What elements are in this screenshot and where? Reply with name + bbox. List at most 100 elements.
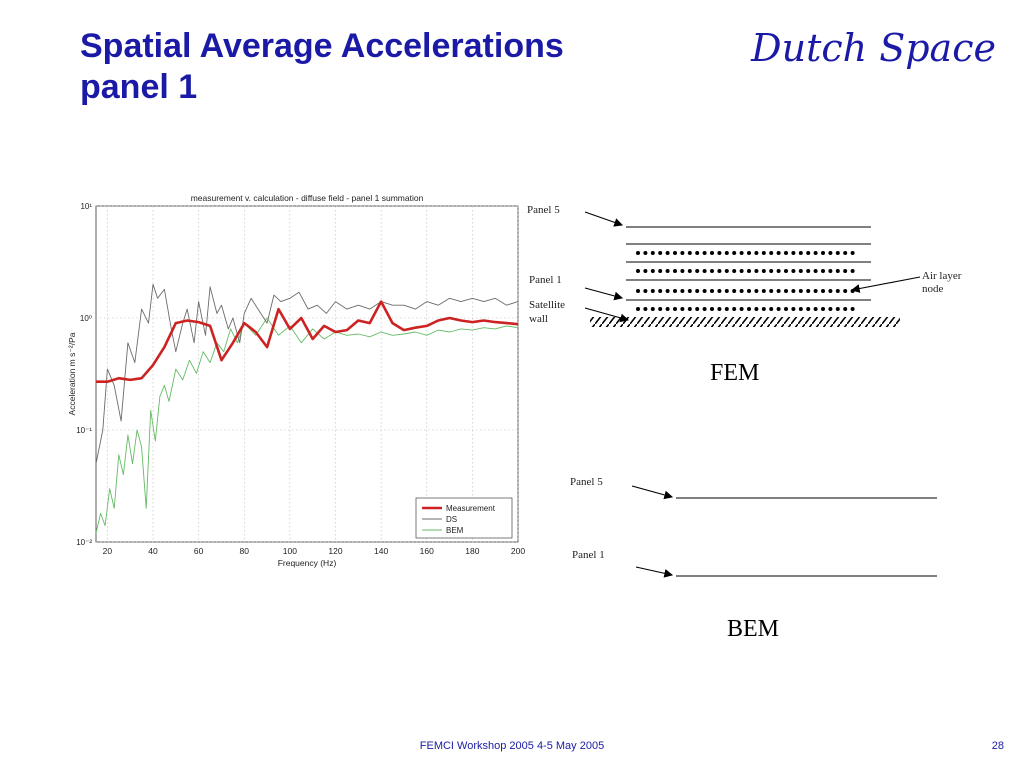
air-layer-node bbox=[695, 251, 700, 255]
x-tick-label: 60 bbox=[194, 546, 204, 556]
legend-entry: DS bbox=[446, 515, 457, 524]
air-layer-node bbox=[835, 251, 840, 255]
air-layer-node bbox=[695, 269, 700, 273]
air-layer-node bbox=[710, 251, 714, 255]
chart-title: measurement v. calculation - diffuse fie… bbox=[191, 193, 424, 203]
air-layer-node bbox=[680, 289, 685, 293]
air-layer-node bbox=[695, 307, 700, 311]
air-layer-node bbox=[776, 251, 781, 255]
air-layer-node bbox=[724, 307, 729, 311]
air-layer-node bbox=[636, 289, 640, 293]
page-number: 28 bbox=[991, 740, 1004, 752]
air-layer-node bbox=[636, 269, 640, 273]
air-layer-node bbox=[739, 307, 744, 311]
satellite-wall-label: wall bbox=[529, 313, 548, 325]
bem-panel-5-arrow bbox=[631, 485, 674, 500]
air-layer-node bbox=[813, 269, 818, 273]
air-layer-node bbox=[702, 289, 707, 293]
air-layer-node bbox=[673, 307, 677, 311]
series-line-bem bbox=[95, 317, 519, 534]
air-layer-node bbox=[717, 289, 722, 293]
air-layer-node bbox=[702, 307, 707, 311]
series-lines bbox=[95, 283, 519, 534]
air-layer-node bbox=[798, 251, 803, 255]
fem-panel-1-label: Panel 1 bbox=[529, 274, 562, 286]
air-layer-node bbox=[843, 269, 848, 273]
dutch-space-logo: Dutch Space bbox=[751, 26, 996, 70]
air-layer-node bbox=[821, 269, 825, 273]
air-layer-node bbox=[791, 289, 796, 293]
air-layer-node bbox=[636, 251, 640, 255]
air-layer-node bbox=[636, 307, 640, 311]
series-line-measurement bbox=[96, 300, 519, 383]
air-layer-node bbox=[650, 269, 655, 273]
y-axis-label: Acceleration m s⁻²/Pa bbox=[67, 332, 77, 415]
air-layer-node bbox=[739, 251, 744, 255]
air-layer-node bbox=[702, 251, 707, 255]
x-tick-label: 120 bbox=[328, 546, 342, 556]
x-tick-label: 80 bbox=[240, 546, 250, 556]
acceleration-chart: 20 40 60 80 100 120 140 160 180 200 10⁻² 10⁻¹ 10⁰ 10¹… bbox=[64, 186, 536, 577]
air-layer-node bbox=[732, 269, 737, 273]
air-layer-node bbox=[732, 307, 737, 311]
air-layer-node bbox=[835, 307, 840, 311]
air-layer-node bbox=[843, 251, 848, 255]
fem-layer-stack bbox=[590, 226, 900, 327]
legend-entry: Measurement bbox=[446, 504, 496, 513]
air-layer-node bbox=[769, 269, 774, 273]
air-layer-node bbox=[687, 289, 692, 293]
air-layer-node bbox=[643, 269, 648, 273]
slide-title-line: panel 1 bbox=[80, 67, 198, 106]
air-layer-node bbox=[665, 251, 670, 255]
air-layer-node bbox=[843, 307, 848, 311]
air-layer-node bbox=[828, 289, 833, 293]
slide-title-line: Spatial Average Accelerations bbox=[80, 27, 564, 65]
air-layer-node bbox=[687, 269, 692, 273]
air-layer-node bbox=[658, 251, 663, 255]
air-layer-node bbox=[806, 269, 811, 273]
air-layer-node bbox=[813, 307, 818, 311]
air-layer-node-label: Air layer bbox=[922, 270, 962, 282]
air-layer-node bbox=[658, 269, 663, 273]
air-layer-node bbox=[835, 269, 840, 273]
air-layer-node bbox=[710, 307, 714, 311]
air-layer-node bbox=[739, 289, 744, 293]
grid bbox=[96, 205, 519, 543]
air-layer-node bbox=[673, 251, 677, 255]
air-layer-node bbox=[761, 307, 766, 311]
air-layer-node bbox=[791, 307, 796, 311]
legend-box bbox=[415, 497, 513, 539]
air-layer-node bbox=[717, 251, 722, 255]
air-layer-node bbox=[665, 307, 670, 311]
air-layer-node bbox=[665, 269, 670, 273]
air-layer-node bbox=[843, 289, 848, 293]
air-layer-node bbox=[747, 269, 751, 273]
air-layer-node bbox=[680, 251, 685, 255]
air-layer-node bbox=[695, 289, 700, 293]
air-layer-node bbox=[732, 289, 737, 293]
air-layer-node bbox=[806, 289, 811, 293]
air-layer-node bbox=[769, 251, 774, 255]
tick-labels: 20 40 60 80 100 120 140 160 180 200 10⁻² 10⁻¹ 10⁰ 10¹ bbox=[76, 202, 525, 556]
air-layer-node bbox=[784, 289, 788, 293]
air-layer-node bbox=[747, 251, 751, 255]
air-layer-node bbox=[784, 251, 788, 255]
air-layer-node bbox=[687, 251, 692, 255]
x-tick-label: 180 bbox=[465, 546, 479, 556]
air-layer-node bbox=[643, 251, 648, 255]
satellite-wall-arrow bbox=[584, 307, 630, 323]
air-layer-node bbox=[724, 251, 729, 255]
air-layer-node bbox=[821, 307, 825, 311]
legend: Measurement DS BEM bbox=[415, 497, 513, 539]
air-layer-node bbox=[658, 307, 663, 311]
air-layer-node bbox=[761, 251, 766, 255]
air-layer-node bbox=[784, 269, 788, 273]
air-layer-node bbox=[710, 289, 714, 293]
air-layer-node bbox=[850, 269, 855, 273]
air-layer-node bbox=[643, 307, 648, 311]
air-layer-node bbox=[650, 307, 655, 311]
air-layer-node bbox=[776, 269, 781, 273]
air-layer-node bbox=[821, 289, 825, 293]
air-layer-node bbox=[754, 251, 759, 255]
x-tick-label: 20 bbox=[103, 546, 113, 556]
